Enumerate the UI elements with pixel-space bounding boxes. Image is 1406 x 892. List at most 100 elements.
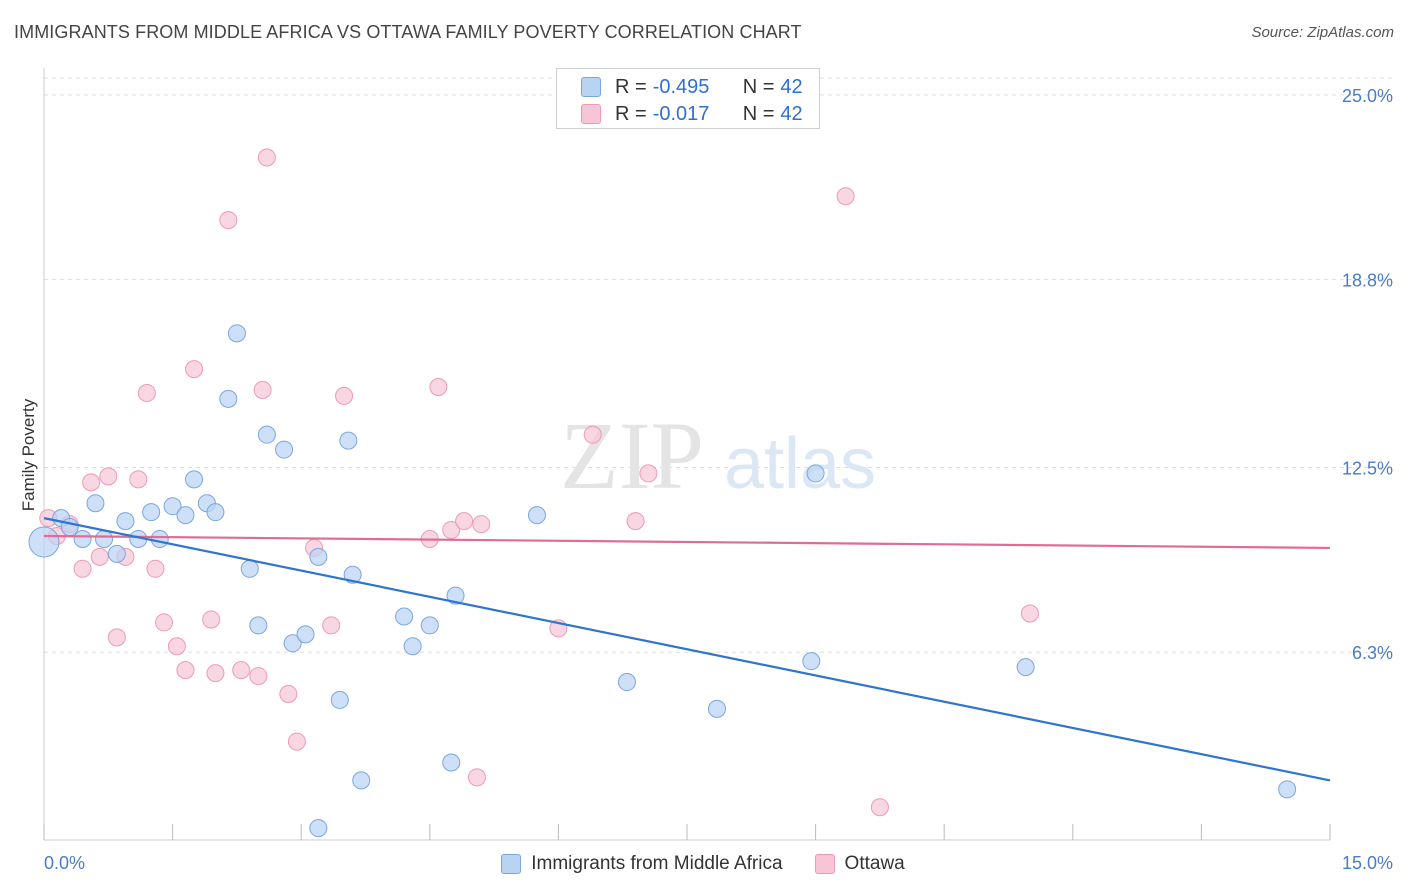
middle-africa-point — [219, 389, 238, 408]
ottawa-point — [335, 386, 354, 405]
ottawa-point — [442, 521, 461, 540]
series-legend: Immigrants from Middle Africa Ottawa — [0, 851, 1406, 877]
middle-africa-point — [802, 652, 821, 671]
middle-africa-point — [107, 544, 126, 563]
ottawa-point — [185, 360, 204, 379]
legend-r-value: -0.017 — [652, 102, 710, 125]
ottawa-point — [257, 148, 276, 167]
ottawa-point — [429, 377, 448, 396]
middle-africa-point — [420, 616, 439, 635]
ottawa-point — [870, 798, 889, 817]
legend-item-middle-africa[interactable]: Immigrants from Middle Africa — [501, 853, 783, 875]
y-axis-title: Family Poverty — [19, 398, 38, 511]
middle-africa-point — [403, 637, 422, 656]
ottawa-point — [176, 661, 195, 680]
ottawa-point — [73, 559, 92, 578]
legend-row-middle-africa: R = -0.495 N = 42 — [581, 75, 803, 99]
legend-swatch-blue — [501, 854, 522, 874]
watermark: ZIP atlas — [560, 402, 876, 509]
legend-swatch-pink — [814, 854, 835, 874]
legend-r-value: -0.495 — [652, 75, 710, 98]
middle-africa-point — [95, 529, 114, 548]
middle-africa-point — [708, 699, 727, 718]
middle-africa-point — [806, 464, 825, 483]
ottawa-point — [107, 628, 126, 647]
ottawa-point — [455, 512, 474, 531]
chart-title: IMMIGRANTS FROM MIDDLE AFRICA VS OTTAWA … — [14, 22, 802, 42]
legend-n-label: N = — [742, 75, 775, 98]
axes — [43, 68, 1331, 841]
y-tick-label: 6.3% — [1352, 643, 1393, 663]
middle-africa-point — [343, 565, 362, 584]
legend-swatch-pink — [581, 104, 601, 124]
watermark-atlas: atlas — [724, 424, 876, 504]
ottawa-point — [279, 684, 298, 703]
ottawa-point — [137, 383, 156, 402]
middle-africa-point — [185, 470, 204, 489]
legend-r-label: R = — [615, 102, 647, 125]
middle-africa-point — [116, 512, 135, 531]
x-tick-label: 0.0% — [44, 853, 85, 873]
ottawa-point — [249, 667, 268, 686]
y-tick-label: 25.0% — [1342, 86, 1393, 106]
ottawa-point — [82, 473, 101, 492]
legend-n-value: 42 — [780, 102, 803, 125]
middle-africa-point — [1278, 780, 1297, 799]
correlation-legend: R = -0.495 N = 42 R = -0.017 N = 42 — [556, 68, 820, 129]
ottawa-point — [639, 464, 658, 483]
ottawa-point — [146, 559, 165, 578]
middle-africa-point — [86, 494, 105, 513]
source-label: Source: ZipAtlas.com — [1251, 24, 1394, 41]
middle-africa-point — [1016, 658, 1035, 677]
ottawa-trend-line — [43, 534, 1331, 550]
middle-africa-points — [28, 324, 1297, 838]
legend-swatch-blue — [581, 77, 601, 97]
legend-n-value: 42 — [780, 75, 803, 98]
middle-africa-point — [527, 506, 546, 525]
middle-africa-point — [442, 753, 461, 772]
middle-africa-point — [240, 559, 259, 578]
ottawa-point — [626, 512, 645, 531]
ottawa-point — [232, 661, 251, 680]
ottawa-point — [129, 470, 148, 489]
ottawa-point — [322, 616, 341, 635]
middle-africa-point — [28, 526, 60, 558]
ottawa-point — [202, 610, 221, 629]
middle-africa-point — [275, 440, 294, 459]
middle-africa-point — [330, 690, 349, 709]
ottawa-point — [99, 467, 118, 486]
middle-africa-point — [73, 529, 92, 548]
middle-africa-point — [617, 673, 636, 692]
ottawa-point — [467, 768, 486, 787]
middle-africa-point — [249, 616, 268, 635]
legend-label-ottawa: Ottawa — [844, 853, 905, 874]
middle-africa-point — [309, 547, 328, 566]
ottawa-point — [155, 613, 174, 632]
legend-n-label: N = — [742, 102, 775, 125]
middle-africa-trend-line — [43, 517, 1331, 782]
middle-africa-point — [339, 431, 358, 450]
middle-africa-point — [257, 425, 276, 444]
legend-label-middle-africa: Immigrants from Middle Africa — [531, 853, 783, 874]
middle-africa-point — [227, 324, 246, 343]
y-tick-label: 12.5% — [1342, 458, 1393, 478]
ottawa-point — [253, 380, 272, 399]
ottawa-point — [219, 211, 238, 230]
ottawa-point — [472, 515, 491, 534]
ottawa-point — [583, 425, 602, 444]
trend-lines — [43, 517, 1331, 782]
middle-africa-point — [296, 625, 315, 644]
ottawa-point — [90, 547, 109, 566]
tick-labels: 6.3% 12.5% 18.8% 25.0% 0.0% 15.0% — [44, 86, 1393, 873]
y-tick-label: 18.8% — [1342, 271, 1393, 291]
ottawa-point — [287, 732, 306, 751]
middle-africa-point — [163, 497, 182, 516]
middle-africa-point — [283, 634, 302, 653]
middle-africa-point — [176, 506, 195, 525]
ottawa-point — [1020, 604, 1039, 623]
ottawa-point — [836, 187, 855, 206]
middle-africa-point — [446, 586, 465, 605]
legend-item-ottawa[interactable]: Ottawa — [814, 853, 905, 875]
middle-africa-point — [309, 819, 328, 838]
middle-africa-point — [352, 771, 371, 790]
